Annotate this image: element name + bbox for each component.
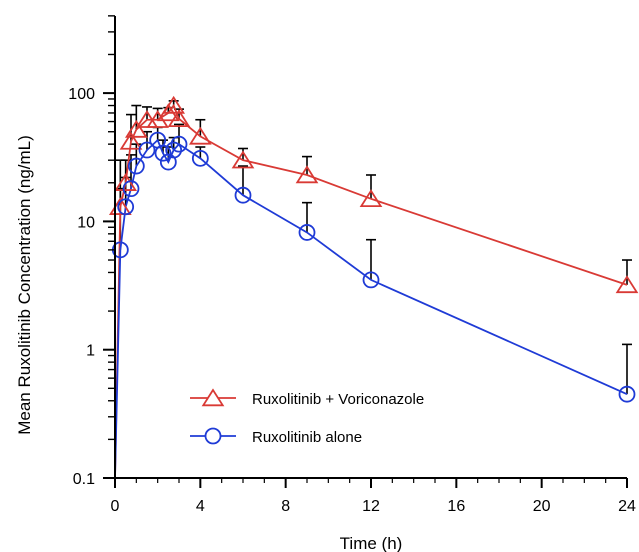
- x-tick-label: 12: [362, 498, 380, 515]
- legend-circle-icon: [206, 429, 221, 444]
- y-tick-label: 10: [77, 214, 95, 231]
- x-tick-label: 20: [533, 498, 551, 515]
- legend-label-alone: Ruxolitinib alone: [252, 429, 362, 446]
- legend-item-alone: Ruxolitinib alone: [190, 429, 362, 447]
- x-tick-label: 4: [196, 498, 205, 515]
- y-axis-title: Mean Ruxolitinib Concentration (ng/mL): [15, 135, 34, 435]
- series-line-voriconazole: [115, 106, 627, 478]
- x-tick-label: 24: [618, 498, 636, 515]
- x-tick-label: 8: [281, 498, 290, 515]
- x-axis-ticks: 0 4 8 12 16 20 24: [111, 478, 636, 515]
- legend-label-voriconazole: Ruxolitinib + Voriconazole: [252, 391, 424, 408]
- y-tick-label: 100: [68, 86, 95, 103]
- x-axis-title: Time (h): [340, 534, 403, 552]
- y-axis-ticks: 0.1 1 10 100: [68, 16, 115, 488]
- legend: Ruxolitinib + Voriconazole Ruxolitinib a…: [190, 390, 424, 446]
- error-bars-layer: [115, 101, 632, 394]
- x-tick-label: 0: [111, 498, 120, 515]
- legend-item-voriconazole: Ruxolitinib + Voriconazole: [190, 390, 424, 408]
- series-lines-layer: [115, 106, 627, 478]
- x-tick-label: 16: [447, 498, 465, 515]
- y-tick-label: 0.1: [73, 471, 95, 488]
- markers-layer: [111, 98, 637, 402]
- y-tick-label: 1: [86, 343, 95, 360]
